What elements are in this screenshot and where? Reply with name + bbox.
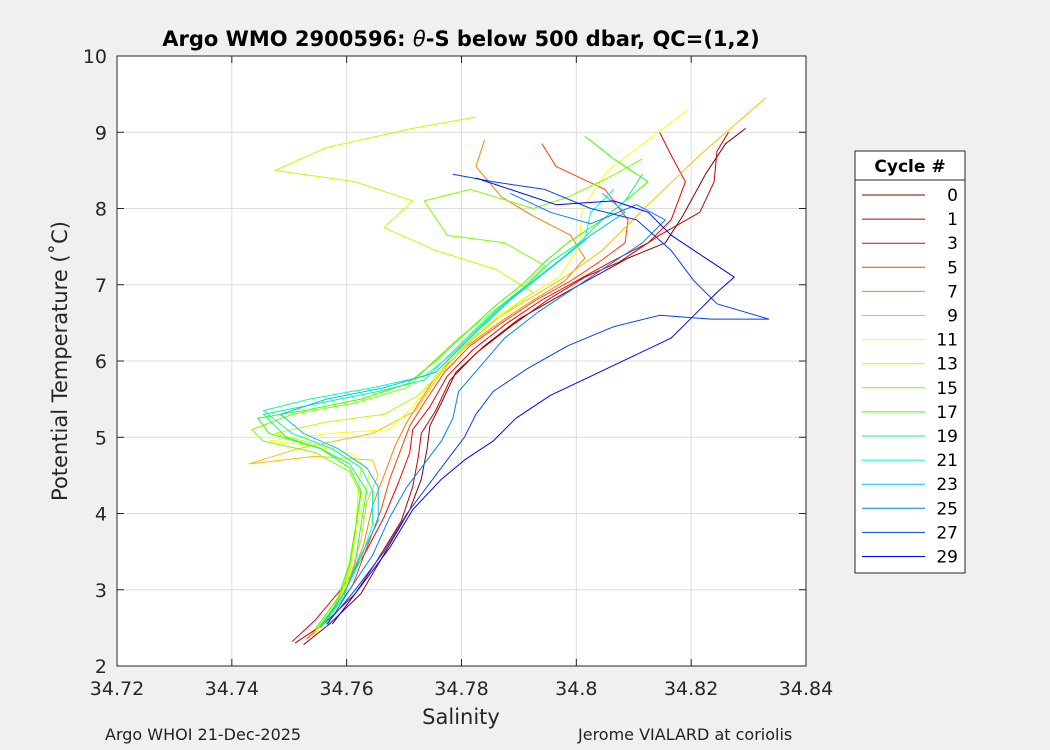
legend-label: 0 xyxy=(947,186,958,206)
x-tick-label: 34.78 xyxy=(434,678,488,700)
series-line-cycle-5 xyxy=(306,143,629,640)
y-tick-label: 5 xyxy=(95,427,107,449)
y-tick-label: 2 xyxy=(95,656,107,678)
x-tick-label: 34.82 xyxy=(664,678,718,700)
series-line-cycle-29 xyxy=(331,177,735,625)
series-line-cycle-11 xyxy=(268,109,689,635)
series-line-cycle-15 xyxy=(251,158,643,633)
legend-label: 21 xyxy=(936,451,958,471)
y-tick-label: 9 xyxy=(95,122,107,144)
legend-label: 23 xyxy=(936,475,958,495)
series-line-cycle-1 xyxy=(294,132,729,644)
x-tick-label: 34.8 xyxy=(555,678,597,700)
x-tick-label: 34.76 xyxy=(319,678,373,700)
legend-label: 29 xyxy=(936,548,958,568)
y-tick-label: 10 xyxy=(83,46,107,68)
x-tick-label: 34.84 xyxy=(779,678,833,700)
legend-label: 9 xyxy=(947,307,958,327)
legend-label: 13 xyxy=(936,355,958,375)
series-line-cycle-21 xyxy=(262,189,615,629)
series-lines xyxy=(248,97,770,645)
legend-label: 5 xyxy=(947,258,958,278)
legend-label: 15 xyxy=(936,379,958,399)
legend-title: Cycle # xyxy=(874,157,945,177)
legend-label: 11 xyxy=(936,331,958,351)
series-line-cycle-25 xyxy=(326,192,666,627)
x-axis-label: Salinity xyxy=(422,705,500,729)
footer-right-text: Jerome VIALARD at coriolis xyxy=(578,725,793,744)
y-tick-label: 8 xyxy=(95,199,107,221)
y-tick-label: 7 xyxy=(95,275,107,297)
axis-ticks: 34.72 34.74 34.76 34.78 34.8 34.82 34.84 2 3 4 5 6 7… xyxy=(83,46,833,700)
x-tick-label: 34.72 xyxy=(90,678,144,700)
legend-box xyxy=(854,150,966,574)
y-tick-label: 3 xyxy=(95,580,107,602)
series-line-cycle-9 xyxy=(248,97,767,636)
legend-label: 27 xyxy=(936,523,958,543)
series-line-cycle-3 xyxy=(291,132,686,642)
legend-label: 25 xyxy=(936,499,958,519)
y-tick-label: 4 xyxy=(95,504,107,526)
legend-label: 3 xyxy=(947,234,958,254)
legend-label: 19 xyxy=(936,427,958,447)
series-line-cycle-13 xyxy=(274,116,534,633)
footer-left-text: Argo WHOI 21-Dec-2025 xyxy=(105,725,302,744)
legend-label: 1 xyxy=(947,210,958,230)
legend-label: 7 xyxy=(947,282,958,302)
x-tick-label: 34.74 xyxy=(205,678,259,700)
y-tick-label: 6 xyxy=(95,351,107,373)
series-line-cycle-27 xyxy=(326,173,770,625)
legend-label: 17 xyxy=(936,403,958,423)
y-axis-label: Potential Temperature (˚C) xyxy=(48,221,72,501)
chart-title: Argo WMO 2900596: θ-S below 500 dbar, QC… xyxy=(162,27,759,51)
series-line-cycle-19 xyxy=(262,173,643,629)
series-line-cycle-23 xyxy=(280,192,626,627)
